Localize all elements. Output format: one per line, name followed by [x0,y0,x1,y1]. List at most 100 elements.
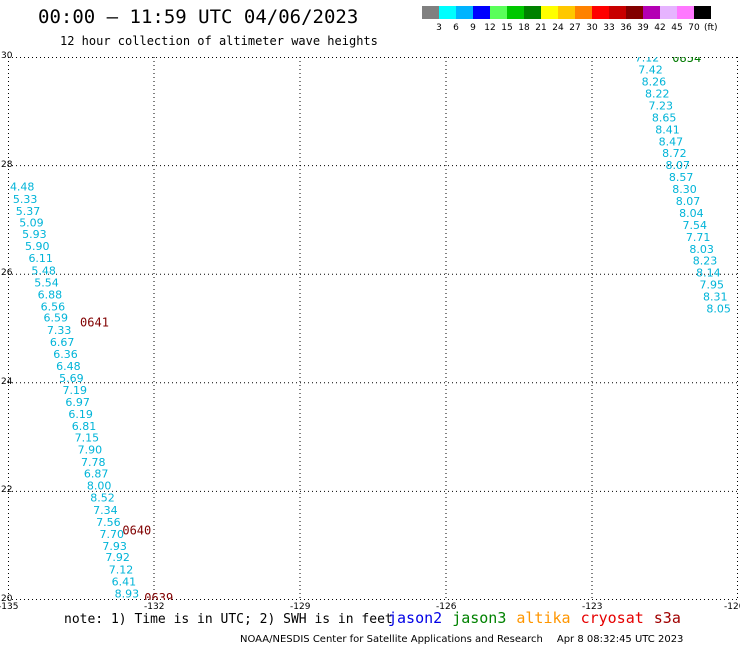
legend-tick-label: 39 [637,23,649,33]
page-title: 00:00 — 11:59 UTC 04/06/2023 [38,6,359,28]
pass-time-label: 0640 [122,524,151,538]
legend-swatch [694,6,711,19]
legend-swatch [609,6,626,19]
wave-height-value: 8.72 [662,147,687,160]
wave-height-value: 5.54 [34,276,59,289]
wave-height-value: 7.78 [81,456,106,469]
wave-height-value: 5.37 [16,205,41,218]
satellite-jason3: jason3 [452,609,507,627]
legend-tick-label: 27 [569,23,581,33]
wave-height-value: 5.69 [59,372,84,385]
wave-height-value: 7.56 [96,516,121,529]
wave-height-value: 6.56 [41,300,66,313]
legend-swatch [541,6,558,19]
wave-height-value: 8.30 [672,183,697,196]
legend-swatch [558,6,575,19]
wave-height-value: 6.11 [28,252,53,265]
page-subtitle: 12 hour collection of altimeter wave hei… [60,34,378,48]
wave-height-value: 6.67 [50,336,75,349]
wave-height-value: 6.87 [84,468,109,481]
latitude-tick-label: 26 [1,268,13,279]
wave-height-value: 8.47 [659,135,684,148]
legend-swatch [677,6,694,19]
legend-tick-label: 30 [586,23,598,33]
wave-height-value: 8.14 [696,267,721,280]
latitude-tick-label: 20 [1,594,13,604]
wave-height-value: 8.05 [706,302,731,315]
legend-tick-label: 36 [620,23,632,33]
wave-height-value: 6.81 [72,420,97,433]
satellite-s3a: s3a [653,609,681,627]
wave-height-value: 7.93 [102,540,127,553]
latitude-tick-label: 22 [1,485,13,496]
legend-swatch [422,6,439,19]
latitude-tick-label: 24 [1,376,13,387]
satellite-altika: altika [516,609,571,627]
wave-height-value: 7.12 [635,57,660,65]
wave-height-value: 8.00 [87,480,112,493]
legend-swatch [643,6,660,19]
legend-tick-label: 21 [535,23,547,33]
wave-height-value: 6.36 [53,348,77,361]
legend-tick-label: 15 [501,23,513,33]
longitude-tick-label: -120 [724,602,740,612]
satellite-jason2: jason2 [388,609,443,627]
wave-height-value: 5.90 [25,240,50,253]
legend-tick-label: 3 [436,23,442,33]
footer-note: note: 1) Time is in UTC; 2) SWH is in fe… [64,612,393,627]
legend-swatch [660,6,677,19]
wave-height-value: 6.19 [68,408,93,421]
wave-height-value: 8.31 [703,291,728,304]
wave-height-value: 8.93 [115,588,140,600]
latitude-tick-label: 30 [1,51,13,61]
legend-swatch [524,6,541,19]
legend-swatch [575,6,592,19]
legend-tick-label: 42 [654,23,666,33]
legend-swatch [456,6,473,19]
satellite-cryosat: cryosat [580,609,644,627]
wave-height-value: 8.07 [665,159,690,172]
legend-swatch [507,6,524,19]
wave-height-value: 8.03 [689,243,714,256]
wave-height-value: 8.52 [90,491,115,504]
longitude-tick-label: -129 [290,602,311,612]
legend-unit: (ft) [704,23,718,33]
footer-credit: NOAA/NESDIS Center for Satellite Applica… [240,634,683,645]
legend-swatch [592,6,609,19]
wave-height-value: 7.54 [683,219,708,232]
wave-height-value: 7.71 [686,231,711,244]
wave-height-value: 8.07 [676,195,701,208]
legend-swatch [439,6,456,19]
pass-time-label: 0639 [144,591,173,600]
wave-height-value: 7.92 [105,551,130,564]
pass-time-label: 0641 [80,316,109,330]
wave-height-value: 7.42 [638,64,663,77]
credit-text: NOAA/NESDIS Center for Satellite Applica… [240,634,543,645]
wave-height-value: 7.33 [47,324,72,337]
wave-height-value: 6.41 [112,576,137,589]
wave-height-value: 5.33 [13,193,38,206]
longitude-tick-label: -132 [144,602,165,612]
legend-tick-label: 45 [671,23,683,33]
wave-height-value: 8.23 [693,255,718,268]
wave-height-value: 6.59 [44,312,69,325]
wave-height-value: 7.12 [109,564,133,577]
wave-height-value: 7.19 [63,384,88,397]
wave-height-value: 7.15 [75,432,100,445]
wave-height-value: 6.88 [38,288,63,301]
wave-height-value: 6.48 [56,360,81,373]
wave-height-value: 8.26 [642,76,667,89]
legend-tick-label: 9 [470,23,476,33]
map-plot-area: 4.48 5.33 5.37 5.09 5.93 5.90 6.11 5.48 5.54 6.88… [8,57,738,600]
wave-height-value: 5.48 [31,264,56,277]
legend-tick-label: 33 [603,23,615,33]
legend-tick-label: 24 [552,23,564,33]
wave-height-value: 7.23 [648,99,673,112]
wave-height-value: 5.09 [19,217,44,230]
pass-time-label: 0854 [672,57,701,65]
wave-height-value: 7.90 [78,444,103,457]
longitude-tick-label: -135 [0,602,19,612]
wave-height-value: 7.34 [93,504,118,517]
wave-height-value: 7.95 [700,279,725,292]
longitude-tick-label: -123 [582,602,603,612]
